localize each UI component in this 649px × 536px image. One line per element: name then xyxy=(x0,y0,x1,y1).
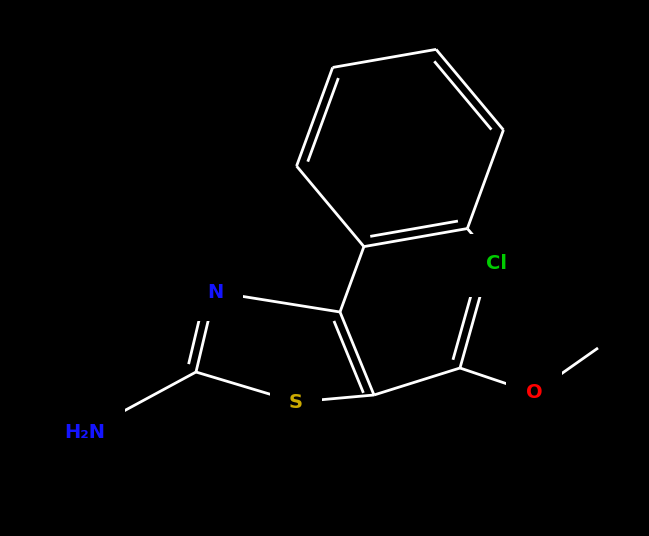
Text: H₂N: H₂N xyxy=(64,422,106,442)
Text: O: O xyxy=(480,258,496,278)
Text: O: O xyxy=(526,383,543,403)
Text: Cl: Cl xyxy=(485,254,507,273)
Text: N: N xyxy=(207,282,223,301)
Text: S: S xyxy=(289,392,303,412)
